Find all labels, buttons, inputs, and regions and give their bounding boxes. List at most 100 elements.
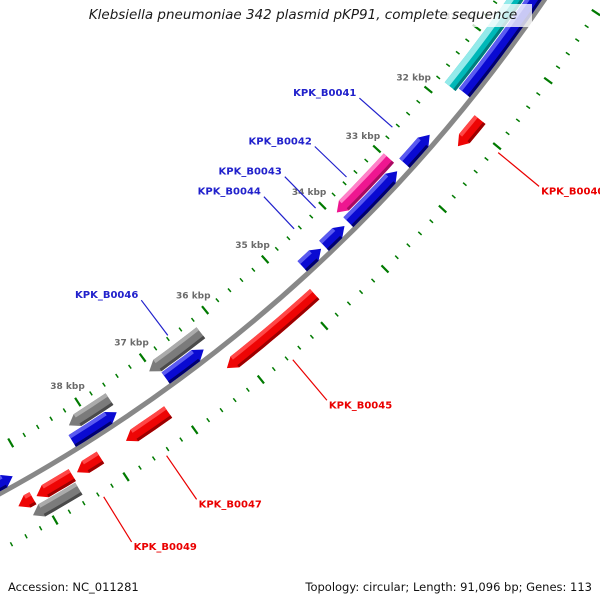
minor-tick — [342, 181, 347, 186]
minor-tick — [127, 364, 132, 370]
gene-arrows — [0, 0, 542, 517]
gene-label: KPK_B0043 — [219, 167, 282, 178]
minor-tick — [96, 492, 100, 497]
minor-tick — [505, 131, 510, 136]
ruler-label-32kbp: 32 kbp — [396, 74, 431, 84]
minor-tick — [89, 391, 93, 396]
minor-tick — [455, 50, 460, 55]
gene-arrow-cds-b0046-blue — [161, 349, 204, 384]
minor-tick — [331, 192, 336, 197]
major-tick — [380, 264, 390, 274]
minor-tick — [536, 92, 541, 96]
map-title: Klebsiella pneumoniae 342 plasmid pKP91,… — [74, 4, 532, 27]
minor-tick — [178, 327, 183, 332]
minor-tick — [166, 336, 170, 342]
minor-tick — [110, 483, 114, 489]
major-tick — [7, 437, 15, 448]
ruler-label-37kbp: 37 kbp — [114, 338, 149, 348]
minor-tick — [358, 289, 364, 295]
minor-tick — [406, 243, 411, 248]
minor-tick — [49, 416, 54, 422]
minor-tick — [515, 118, 521, 123]
leader-line — [292, 359, 328, 401]
minor-tick — [115, 373, 119, 379]
major-tick — [318, 201, 327, 210]
minor-tick — [417, 231, 423, 236]
minor-tick — [297, 225, 302, 230]
minor-tick — [151, 456, 156, 461]
leader-line — [314, 146, 347, 178]
minor-tick — [385, 135, 390, 140]
major-tick — [492, 142, 502, 151]
minor-tick — [334, 312, 339, 317]
gene-arrow-cds-38k-gray — [68, 393, 114, 426]
minor-tick — [206, 417, 211, 423]
minor-tick — [165, 446, 170, 452]
minor-tick — [405, 111, 411, 116]
gene-label: KPK_B0046 — [75, 290, 138, 301]
minor-tick — [245, 387, 250, 393]
topology-text: Topology: circular; Length: 91,096 bp; G… — [305, 580, 592, 594]
major-tick — [543, 76, 553, 85]
major-tick — [201, 305, 210, 315]
minor-tick — [445, 63, 451, 68]
minor-tick — [394, 255, 399, 260]
ruler-label-35kbp: 35 kbp — [235, 241, 270, 251]
gene-callout-KPK_B0040: KPK_B0040 — [497, 152, 600, 197]
gene-label: KPK_B0040 — [541, 186, 600, 197]
minor-tick — [353, 169, 358, 175]
gene-label: KPK_B0047 — [199, 499, 262, 510]
minor-tick — [462, 182, 467, 187]
minor-tick — [24, 533, 28, 539]
minor-tick — [284, 356, 289, 361]
leader-line — [497, 152, 540, 187]
gene-arrow-KPK_B0044 — [297, 248, 322, 272]
minor-tick — [492, 0, 498, 5]
major-tick — [190, 425, 199, 435]
major-tick — [320, 321, 329, 331]
minor-tick — [102, 382, 106, 387]
minor-tick — [473, 169, 478, 174]
minor-tick — [297, 345, 302, 350]
minor-tick — [274, 246, 279, 252]
leader-line — [284, 176, 317, 209]
ruler-tick-rings — [7, 0, 600, 547]
minor-tick — [271, 366, 276, 372]
leader-line — [140, 299, 169, 336]
gene-label: KPK_B0049 — [134, 542, 197, 553]
minor-tick — [138, 465, 142, 470]
minor-tick — [484, 156, 489, 161]
major-tick — [122, 471, 130, 482]
ruler-label-36kbp: 36 kbp — [176, 291, 211, 301]
gene-label: KPK_B0045 — [329, 400, 392, 411]
gene-arrow-cds-red-b — [36, 469, 76, 498]
leader-line — [263, 196, 295, 230]
ruler-label-33kbp: 33 kbp — [346, 132, 381, 142]
gene-label: KPK_B0042 — [249, 137, 312, 148]
gene-arrow-KPK_B0042 — [336, 153, 394, 213]
minor-tick — [565, 51, 571, 56]
gene-arrow-cds-left-blue — [0, 475, 13, 492]
gene-label: KPK_B0044 — [198, 187, 261, 198]
major-tick — [591, 8, 600, 17]
minor-tick — [179, 437, 184, 442]
leader-line — [359, 97, 393, 128]
gene-callout-KPK_B0045: KPK_B0045 — [292, 359, 392, 411]
minor-tick — [38, 525, 43, 531]
minor-tick — [251, 267, 256, 272]
minor-tick — [436, 75, 441, 80]
minor-tick — [22, 432, 27, 438]
gene-label: KPK_B0041 — [293, 88, 356, 99]
gene-arrow-cds-38k-blue — [68, 412, 117, 447]
minor-tick — [35, 424, 40, 430]
minor-tick — [232, 397, 237, 403]
gene-callout-KPK_B0044: KPK_B0044 — [198, 187, 295, 230]
major-tick — [138, 352, 147, 363]
minor-tick — [309, 214, 314, 219]
minor-tick — [395, 123, 400, 128]
gene-labels: KPK_B0041 KPK_B0042 KPK_B0043 KPK_B0044 KPK_… — [75, 88, 600, 553]
gene-arrow-cds-tiny-red — [18, 492, 37, 508]
gene-callout-KPK_B0046: KPK_B0046 — [75, 290, 169, 336]
gene-arrow-KPK_B0045 — [226, 289, 320, 369]
